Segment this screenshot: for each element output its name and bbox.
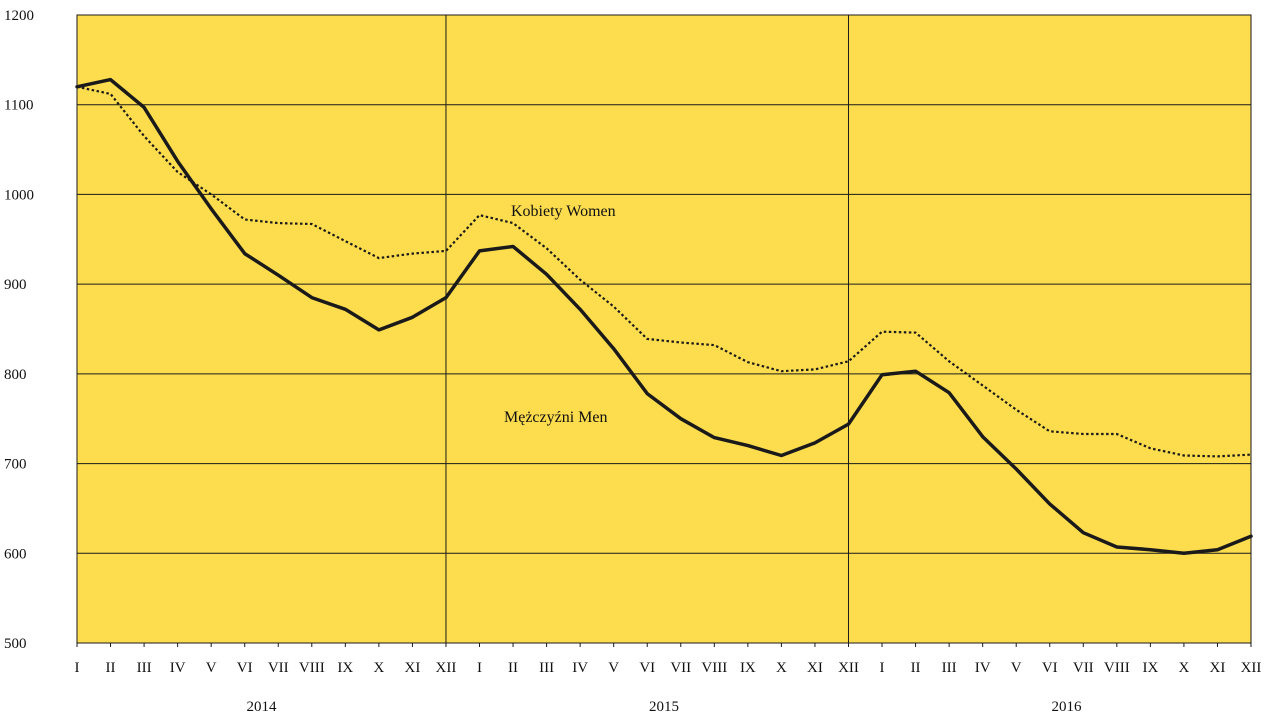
x-tick-label: VIII	[299, 660, 325, 676]
x-tick-label: XI	[405, 660, 421, 676]
x-tick-label: II	[911, 660, 921, 676]
x-tick-label: IV	[572, 660, 588, 676]
series-line-women	[76, 85, 1252, 458]
x-tick-label: V	[206, 660, 217, 676]
plot-area	[77, 15, 1251, 643]
x-tick-label: IV	[975, 660, 991, 676]
plot-border	[76, 14, 1252, 644]
x-tick-label: X	[776, 660, 787, 676]
x-tick-label: VI	[237, 660, 253, 676]
y-tick-label: 700	[4, 457, 27, 473]
series-label-women: Kobiety Women	[511, 203, 616, 220]
x-tick-label: X	[1178, 660, 1189, 676]
x-tick-label: XI	[1210, 660, 1226, 676]
x-tick-label: VII	[268, 660, 289, 676]
x-tick-label: II	[106, 660, 116, 676]
x-tick-label: XII	[838, 660, 859, 676]
y-tick-label: 800	[4, 367, 27, 383]
x-tick-label: III	[137, 660, 152, 676]
y-axis: 500 600 700 800 900 1000 1100 1200	[4, 8, 34, 652]
x-tick-label: VII	[670, 660, 691, 676]
x-tick-label: V	[608, 660, 619, 676]
x-tick-label: IX	[740, 660, 756, 676]
x-tick-label: III	[539, 660, 554, 676]
grid-lines	[77, 14, 1251, 644]
year-label: 2014	[246, 699, 277, 715]
series-label-men: Mężczyźni Men	[504, 409, 608, 426]
x-tick-label: I	[880, 660, 885, 676]
y-tick-label: 1100	[4, 98, 33, 114]
x-tick-label: VI	[1042, 660, 1058, 676]
x-tick-label: XI	[807, 660, 823, 676]
y-tick-label: 1000	[4, 187, 34, 203]
series-layer	[75, 77, 1253, 556]
x-tick-label: XII	[436, 660, 457, 676]
x-tick-label: IX	[337, 660, 353, 676]
x-axis: I II III IV V VI VII VIII IX X XI XII I II III IV V VI VII…	[75, 643, 1262, 715]
y-tick-label: 500	[4, 636, 27, 652]
x-tick-label: VII	[1073, 660, 1094, 676]
x-tick-label: V	[1011, 660, 1022, 676]
x-tick-label: IV	[170, 660, 186, 676]
x-tick-label: I	[477, 660, 482, 676]
x-tick-label: X	[373, 660, 384, 676]
series-line-men	[75, 77, 1253, 556]
y-tick-label: 900	[4, 277, 27, 293]
x-tick-label: IX	[1142, 660, 1158, 676]
year-label: 2016	[1052, 699, 1083, 715]
x-tick-label: VIII	[701, 660, 727, 676]
x-tick-label: VI	[639, 660, 655, 676]
year-label: 2015	[649, 699, 679, 715]
x-tick-label: VIII	[1104, 660, 1130, 676]
y-tick-label: 1200	[4, 8, 34, 24]
y-tick-label: 600	[4, 546, 27, 562]
x-tick-label: I	[75, 660, 80, 676]
x-tick-label: II	[508, 660, 518, 676]
x-tick-label: III	[942, 660, 957, 676]
x-tick-label: XII	[1241, 660, 1262, 676]
